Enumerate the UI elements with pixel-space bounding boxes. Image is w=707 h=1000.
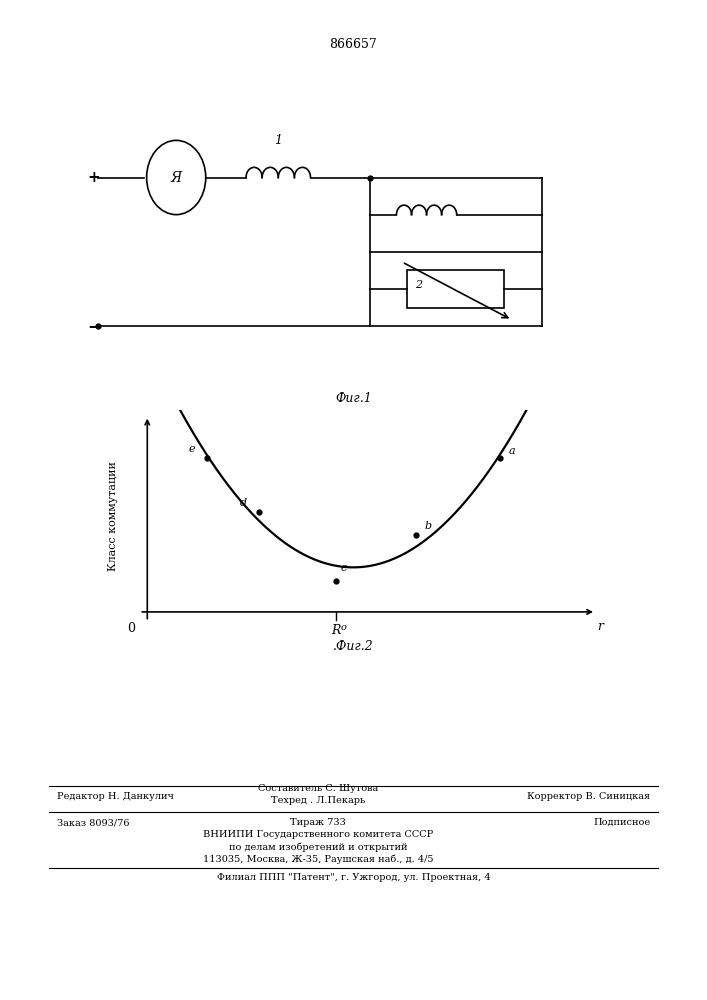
Text: Класс коммутации: Класс коммутации xyxy=(108,461,118,571)
Text: +: + xyxy=(88,170,100,185)
Text: d: d xyxy=(240,498,247,508)
Text: Филиал ППП "Патент", г. Ужгород, ул. Проектная, 4: Филиал ППП "Патент", г. Ужгород, ул. Про… xyxy=(216,873,491,882)
Text: R: R xyxy=(331,624,340,637)
Text: 866657: 866657 xyxy=(329,38,378,51)
Text: a: a xyxy=(508,446,515,456)
Text: Тираж 733: Тираж 733 xyxy=(290,818,346,827)
Text: Составитель С. Шутова: Составитель С. Шутова xyxy=(258,784,378,793)
Text: 2: 2 xyxy=(415,280,422,290)
Text: r: r xyxy=(597,620,603,633)
Text: Заказ 8093/76: Заказ 8093/76 xyxy=(57,818,129,827)
Text: 0: 0 xyxy=(127,622,135,635)
Text: Техред . Л.Пекарь: Техред . Л.Пекарь xyxy=(271,796,366,805)
Text: 1: 1 xyxy=(274,134,282,147)
Text: Корректор В. Синицкая: Корректор В. Синицкая xyxy=(527,792,650,801)
Text: по делам изобретений и открытий: по делам изобретений и открытий xyxy=(229,842,407,852)
Bar xyxy=(407,270,504,308)
Text: .Фиг.2: .Фиг.2 xyxy=(333,640,374,653)
Text: ВНИИПИ Государственного комитета СССР: ВНИИПИ Государственного комитета СССР xyxy=(203,830,433,839)
Text: o: o xyxy=(341,623,346,632)
Text: Я: Я xyxy=(170,170,182,184)
Text: c: c xyxy=(341,563,346,573)
Text: Подписное: Подписное xyxy=(593,818,650,827)
Text: e: e xyxy=(188,444,194,454)
Text: 113035, Москва, Ж-35, Раушская наб., д. 4/5: 113035, Москва, Ж-35, Раушская наб., д. … xyxy=(203,854,433,863)
Text: b: b xyxy=(424,521,431,531)
Text: Фиг.1: Фиг.1 xyxy=(335,392,372,405)
Text: Редактор Н. Данкулич: Редактор Н. Данкулич xyxy=(57,792,173,801)
Text: −: − xyxy=(88,317,101,335)
